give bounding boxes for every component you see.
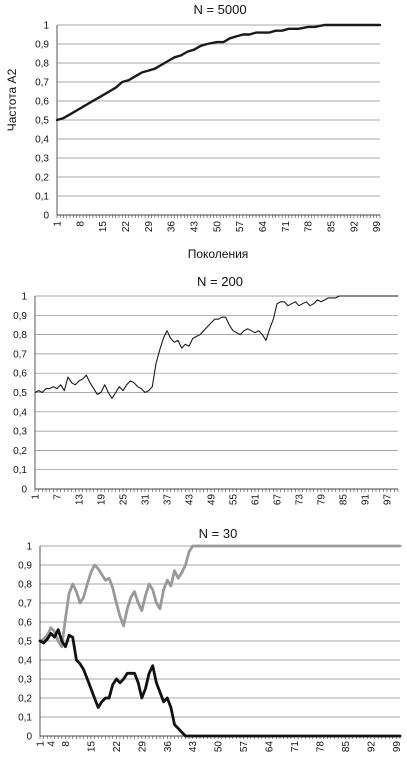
x-tick-label: 37 (163, 494, 174, 506)
y-tick-label: 0 (21, 485, 27, 496)
y-tick-label: 0,4 (35, 135, 49, 146)
x-tick-label: 1 (36, 741, 47, 747)
x-tick-label: 25 (119, 494, 130, 506)
x-tick-label: 79 (317, 494, 328, 506)
chart-n5000-svg: N = 5000 Частота A2 Поколения 0 0,1 0,2 0,3… (5, 2, 383, 261)
x-tick-label: 22 (112, 741, 123, 753)
x-tick-label: 22 (121, 221, 132, 233)
y-tick-label: 0,7 (13, 349, 27, 360)
y-tick-label: 0,9 (35, 40, 49, 51)
x-tick-label: 15 (86, 741, 97, 753)
y-tick-label: 1 (21, 292, 27, 303)
x-tick-label: 85 (327, 221, 338, 233)
chart-title: N = 30 (199, 526, 238, 541)
y-tick-label: 0,4 (13, 407, 27, 418)
y-tick-label: 0,7 (35, 78, 49, 89)
y-tick-label: 0,1 (18, 713, 32, 724)
y-tick-label: 0,6 (35, 97, 49, 108)
plot-area: 0 0,1 0,2 0,3 0,4 0,5 0,6 0,7 0,8 0,9 1 1 8 15 22 29 36 4… (35, 21, 383, 233)
x-tick-label: 99 (392, 741, 403, 753)
x-tick-label: 78 (316, 741, 327, 753)
x-tick-label: 1 (53, 221, 64, 227)
y-tick-label: 0,3 (35, 154, 49, 165)
x-tick-label: 67 (273, 494, 284, 506)
x-tick-label: 85 (339, 494, 350, 506)
series-line-1 (34, 295, 399, 399)
x-tick-label: 29 (137, 741, 148, 753)
y-tick-label: 0,3 (13, 427, 27, 438)
x-axis-label: Поколения (188, 247, 249, 261)
x-tick-label: 8 (75, 221, 86, 227)
x-tick-label: 73 (295, 494, 306, 506)
series-line-1 (38, 544, 402, 649)
x-tick-label: 64 (258, 221, 269, 233)
y-tick-label: 0,9 (18, 561, 32, 572)
x-tick-label: 13 (75, 494, 86, 506)
x-tick-label: 61 (251, 494, 262, 506)
y-axis-label: Частота A2 (5, 68, 19, 131)
chart-n30: N = 30 0 0,1 0,2 0,3 0,4 0,5 0,6 0,7 0,8 0,9 1 1 4 8 1… (0, 520, 407, 770)
y-tick-label: 0,5 (18, 637, 32, 648)
x-tick-label: 97 (383, 494, 394, 506)
chart-title: N = 5000 (193, 2, 246, 17)
x-tick-label: 57 (239, 741, 250, 753)
y-tick-label: 0,1 (13, 465, 27, 476)
y-tick-label: 0,6 (13, 369, 27, 380)
y-tick-label: 0,6 (18, 618, 32, 629)
x-tick-label: 78 (304, 221, 315, 233)
y-tick-label: 0,3 (18, 675, 32, 686)
y-tick-label: 0,8 (13, 330, 27, 341)
x-tick-label: 29 (144, 221, 155, 233)
x-tick-label: 64 (265, 741, 276, 753)
x-tick-label: 57 (235, 221, 246, 233)
series-line-1 (55, 23, 382, 122)
x-tick-label: 19 (97, 494, 108, 506)
x-tick-label: 43 (185, 494, 196, 506)
chart-n5000: N = 5000 Частота A2 Поколения 0 0,1 0,2 0,3… (0, 0, 407, 262)
x-tick-label: 36 (167, 221, 178, 233)
y-tick-label: 0,9 (13, 311, 27, 322)
x-tick-label: 36 (163, 741, 174, 753)
y-tick-label: 0,4 (18, 656, 32, 667)
x-tick-label: 1 (31, 494, 42, 500)
x-tick-label: 91 (361, 494, 372, 506)
chart-n200: N = 200 0 0,1 0,2 0,3 0,4 0,5 0,6 0,7 0,8 0,9 1 1 7 1… (0, 262, 407, 520)
y-tick-label: 0,7 (18, 599, 32, 610)
y-tick-label: 0,8 (35, 59, 49, 70)
y-tick-label: 0,2 (18, 694, 32, 705)
y-tick-label: 0,1 (35, 192, 49, 203)
x-tick-label: 55 (229, 494, 240, 506)
x-tick-label: 7 (53, 494, 64, 500)
x-tick-label: 92 (349, 221, 360, 233)
y-tick-label: 0,5 (35, 116, 49, 127)
x-tick-label: 99 (372, 221, 383, 233)
y-tick-label: 0,8 (18, 580, 32, 591)
y-tick-label: 1 (26, 542, 32, 553)
y-tick-label: 0,2 (35, 173, 49, 184)
x-tick-label: 43 (190, 221, 201, 233)
x-tick-label: 71 (281, 221, 292, 233)
chart-n200-svg: N = 200 0 0,1 0,2 0,3 0,4 0,5 0,6 0,7 0,8 0,9 1 1 7 1… (13, 274, 399, 506)
x-tick-label: 50 (214, 741, 225, 753)
plot-area: 00,10,20,30,40,50,60,70,80,911 4 8 15 22 29 36… (18, 542, 403, 753)
x-tick-label: 4 (46, 741, 57, 747)
y-tick-label: 0,5 (13, 388, 27, 399)
x-tick-label: 49 (207, 494, 218, 506)
x-tick-label: 31 (141, 494, 152, 506)
y-tick-label: 0,2 (13, 446, 27, 457)
plot-area: 0 0,1 0,2 0,3 0,4 0,5 0,6 0,7 0,8 0,9 1 1 7 13 19 25 31 3… (13, 292, 399, 506)
x-tick-label: 85 (341, 741, 352, 753)
series-line-2 (38, 628, 402, 738)
x-tick-label: 43 (188, 741, 199, 753)
x-tick-label: 92 (366, 741, 377, 753)
chart-n30-svg: N = 30 00,10,20,30,40,50,60,70,80,911 4 8 1… (18, 526, 403, 753)
y-tick-label: 0 (26, 732, 32, 743)
x-tick-label: 8 (61, 741, 72, 747)
x-tick-label: 50 (212, 221, 223, 233)
x-tick-label: 15 (98, 221, 109, 233)
x-tick-label: 71 (290, 741, 301, 753)
y-tick-label: 1 (43, 21, 49, 32)
y-tick-label: 0 (43, 211, 49, 222)
chart-title: N = 200 (197, 274, 243, 289)
